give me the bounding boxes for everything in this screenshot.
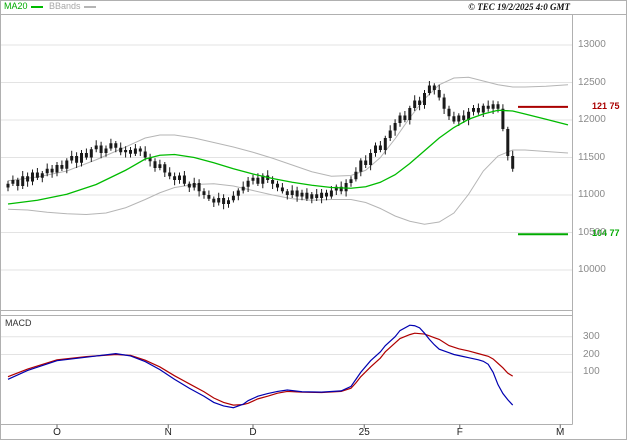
x-axis-label: 25	[358, 427, 370, 438]
ma20-line	[7, 109, 569, 205]
ma20-line-swatch-icon	[30, 5, 43, 8]
legend-ma20-label: MA20	[4, 1, 28, 11]
x-axis-label: F	[456, 427, 463, 438]
price-tick-label: 11500	[578, 151, 606, 163]
macd-signal-line	[7, 332, 514, 406]
price-tick-label: 10000	[578, 264, 606, 275]
bbands-line-swatch-icon	[83, 5, 96, 8]
level-price-label: 104 77	[592, 228, 620, 239]
x-axis-label: D	[249, 427, 257, 438]
price-tick-label: 12500	[578, 76, 606, 88]
copyright-text: © TEC 19/2/2025 4:0 GMT	[468, 2, 570, 12]
macd-panel-label: MACD	[5, 318, 32, 328]
price-tick-label: 13000	[578, 39, 606, 50]
bollinger-upper-line	[7, 76, 569, 182]
x-axis-label: N	[164, 427, 172, 438]
macd-gridlines	[0, 336, 572, 373]
legend: MA20 BBands © TEC 19/2/2025 4:0 GMT	[0, 0, 627, 14]
candlestick-series	[6, 81, 515, 210]
x-axis-ticks	[56, 424, 561, 429]
level-price-label: 121 75	[592, 100, 620, 111]
macd-tick-label: 300	[583, 330, 600, 342]
macd-line	[7, 324, 514, 409]
legend-item-ma20[interactable]: MA20	[4, 1, 43, 11]
price-tick-label: 11000	[578, 189, 606, 200]
x-axis-label: O	[53, 427, 61, 438]
legend-bbands-label: BBands	[49, 1, 81, 11]
price-tick-label: 10500	[578, 226, 606, 238]
price-tick-label: 12000	[578, 114, 606, 125]
x-axis-label: M	[556, 427, 565, 438]
legend-item-bbands[interactable]: BBands	[49, 1, 96, 11]
macd-tick-label: 100	[583, 366, 600, 378]
macd-tick-label: 200	[583, 348, 600, 360]
